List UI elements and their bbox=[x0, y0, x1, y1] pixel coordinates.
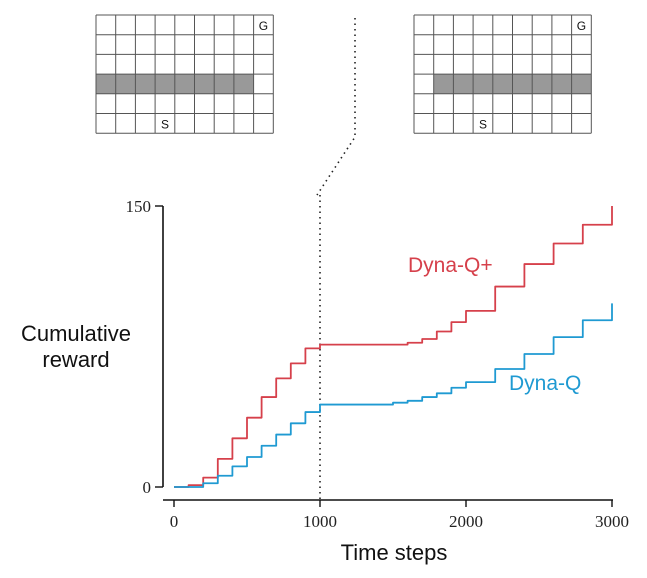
y-axis-title-line2: reward bbox=[42, 347, 109, 372]
series-line-dyna-q bbox=[174, 303, 613, 488]
x-tick-label: 0 bbox=[170, 512, 179, 531]
series-line-dyna-q-plus bbox=[174, 206, 613, 488]
maze-start-label: S bbox=[479, 117, 487, 131]
y-ticks: 0 150 bbox=[126, 197, 163, 497]
maze-change-connector bbox=[316, 18, 356, 196]
x-ticks: 0 1000 2000 3000 bbox=[170, 500, 629, 531]
maze-start-label: S bbox=[161, 117, 169, 131]
plot-area: 0 150 0 1000 2000 3000 bbox=[126, 195, 629, 531]
series-label-dyna-q: Dyna-Q bbox=[509, 372, 581, 395]
x-tick-label: 3000 bbox=[595, 512, 629, 531]
series-label-dyna-q-plus: Dyna-Q+ bbox=[408, 254, 493, 277]
maze-after: GS bbox=[413, 14, 592, 134]
y-axis-title-line1: Cumulative bbox=[21, 321, 131, 346]
x-tick-label: 2000 bbox=[449, 512, 483, 531]
y-tick-label: 0 bbox=[143, 478, 152, 497]
x-tick-label: 1000 bbox=[303, 512, 337, 531]
maze-before: GS bbox=[95, 14, 274, 134]
series-layer bbox=[174, 206, 613, 488]
maze-goal-label: G bbox=[259, 19, 268, 33]
maze-goal-label: G bbox=[577, 19, 586, 33]
x-axis-title: Time steps bbox=[341, 540, 448, 565]
y-tick-label: 150 bbox=[126, 197, 152, 216]
